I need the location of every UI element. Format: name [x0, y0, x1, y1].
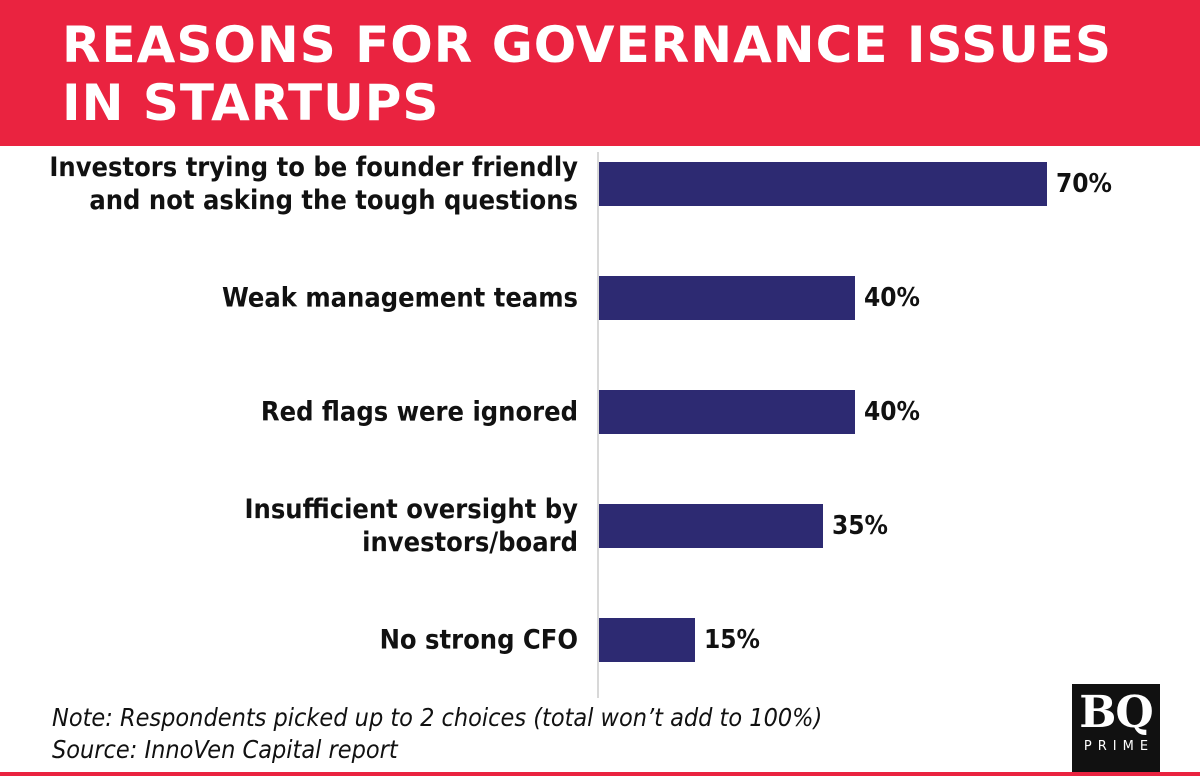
category-label-5: No strong CFO: [380, 625, 578, 656]
value-label-2: 40%: [864, 283, 920, 313]
category-label-4-line-1: Insufficient oversight by: [245, 494, 579, 525]
value-label-4: 35%: [832, 511, 888, 541]
value-label-5: 15%: [704, 625, 760, 655]
category-label-2: Weak management teams: [222, 283, 578, 314]
logo-subtitle: PRIME: [1083, 739, 1155, 754]
source-note: Source: InnoVen Capital report: [52, 735, 398, 764]
category-label-1-line-1: Investors trying to be founder friendly: [49, 152, 578, 183]
chart-title: REASONS FOR GOVERNANCE ISSUES IN STARTUP…: [62, 16, 1113, 132]
bar-4: [599, 504, 823, 548]
value-label-1: 70%: [1056, 169, 1112, 199]
category-label-3: Red flags were ignored: [261, 397, 578, 428]
bq-prime-logo: BQ PRIME: [1072, 684, 1160, 772]
category-label-1-line-2: and not asking the tough questions: [89, 185, 578, 216]
logo-wordmark: BQ: [1079, 687, 1154, 738]
chart-footer: Note: Respondents picked up to 2 choices…: [52, 702, 1052, 766]
title-banner: REASONS FOR GOVERNANCE ISSUES IN STARTUP…: [0, 0, 1200, 146]
bottom-accent-line: [0, 772, 1200, 776]
value-label-3: 40%: [864, 397, 920, 427]
bar-5: [599, 618, 695, 662]
category-label-4-line-2: investors/board: [362, 527, 578, 558]
bar-chart: 70% Investors trying to be founder friend…: [49, 152, 1112, 698]
footnote: Note: Respondents picked up to 2 choices…: [52, 703, 823, 732]
bar-2: [599, 276, 855, 320]
bar-1: [599, 162, 1047, 206]
bar-3: [599, 390, 855, 434]
